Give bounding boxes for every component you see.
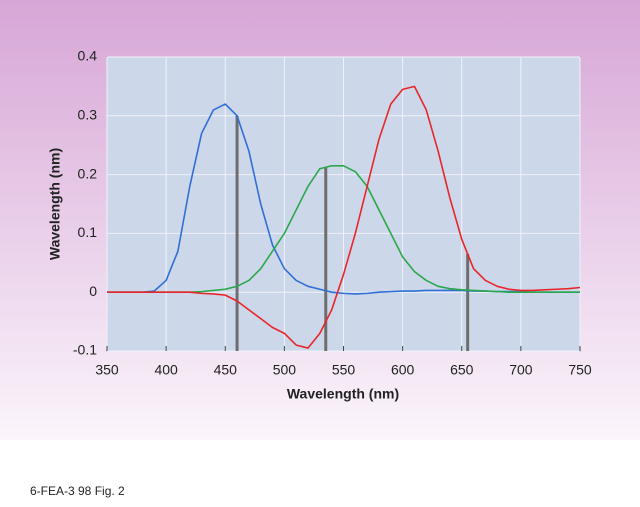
y-tick-label: 0.1: [78, 224, 98, 240]
x-axis-label: Wavelength (nm): [287, 386, 399, 402]
x-tick-label: 650: [450, 362, 474, 378]
caption: 6-FEA-3 98 Fig. 2: [30, 484, 125, 498]
x-tick-label: 750: [568, 362, 592, 378]
x-tick-label: 600: [391, 362, 415, 378]
x-tick-label: 350: [95, 362, 119, 378]
y-tick-label: 0.2: [78, 165, 98, 181]
x-tick-label: 500: [273, 362, 297, 378]
x-tick-label: 550: [332, 362, 356, 378]
y-tick-label: 0.4: [78, 48, 98, 64]
y-tick-label: 0.3: [78, 107, 98, 123]
y-tick-label: 0: [89, 283, 97, 299]
y-tick-label: -0.1: [73, 342, 97, 358]
x-tick-label: 450: [214, 362, 238, 378]
x-tick-label: 400: [154, 362, 178, 378]
x-tick-label: 700: [509, 362, 533, 378]
y-axis-label: Wavelength (nm): [47, 148, 63, 260]
data-line: [107, 85, 581, 349]
